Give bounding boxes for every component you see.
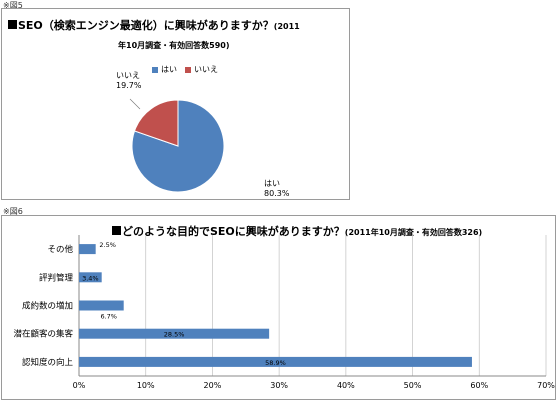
pie-label-yes: はい 80.3% xyxy=(264,179,290,198)
pie-chart-panel: SEO（検索エンジン最適化）に興味がありますか？(2011 年10月調査・有効回… xyxy=(1,8,350,200)
value-label: 58.9% xyxy=(265,359,286,367)
category-label: 潜在顧客の集客 xyxy=(13,329,73,340)
category-label: 成約数の増加 xyxy=(22,301,73,312)
value-label: 2.5% xyxy=(99,241,116,249)
x-tick-label: 30% xyxy=(270,381,288,390)
pie-chart-subtitle: 年10月調査・有効回答数590) xyxy=(118,41,230,50)
figure-label-5: ※図5 xyxy=(3,1,23,10)
x-tick-label: 0% xyxy=(73,381,86,390)
value-label: 6.7% xyxy=(100,313,117,321)
legend-item-no: いいえ xyxy=(185,64,218,75)
bar-chart: 0% 10% 20% 30% 40% 50% 60% 70% その他 2.5% 評判管理 3.4% 成約… xyxy=(13,235,555,390)
figure-label-6: ※図6 xyxy=(3,207,23,216)
pie-legend: はい いいえ xyxy=(152,64,218,75)
bar-chart-title: どのような目的でSEOに興味がありますか？(2011年10月調査・有効回答数32… xyxy=(112,223,482,239)
category-label: 評判管理 xyxy=(39,272,74,283)
category-label: その他 xyxy=(47,244,73,255)
value-label: 28.5% xyxy=(164,331,185,339)
x-tick-label: 40% xyxy=(337,381,355,390)
pie-chart-title: SEO（検索エンジン最適化）に興味がありますか？(2011 年10月調査・有効回… xyxy=(8,17,348,55)
x-tick-label: 10% xyxy=(137,381,155,390)
pie-slice-1 xyxy=(133,99,179,147)
legend-swatch-yes xyxy=(152,66,158,73)
legend-swatch-no xyxy=(185,66,191,73)
bar-chart-panel: どのような目的でSEOに興味がありますか？(2011年10月調査・有効回答数32… xyxy=(1,215,556,400)
legend-item-yes: はい xyxy=(152,64,177,75)
x-tick-label: 60% xyxy=(470,381,488,390)
title-bullet-icon xyxy=(8,20,17,29)
bar-1 xyxy=(79,272,102,283)
pie-leader-line xyxy=(129,98,141,110)
category-label: 認知度の向上 xyxy=(22,357,74,368)
pie-chart xyxy=(129,98,225,193)
bar-0 xyxy=(79,244,96,255)
x-tick-label: 20% xyxy=(204,381,222,390)
bar-4 xyxy=(79,356,472,367)
value-label: 3.4% xyxy=(82,274,99,282)
x-tick-label: 70% xyxy=(537,381,555,390)
bar-3 xyxy=(79,328,270,339)
title-bullet-icon xyxy=(112,226,121,235)
pie-label-no: いいえ 19.7% xyxy=(116,71,142,90)
x-tick-label: 50% xyxy=(404,381,422,390)
bar-2 xyxy=(79,300,124,311)
